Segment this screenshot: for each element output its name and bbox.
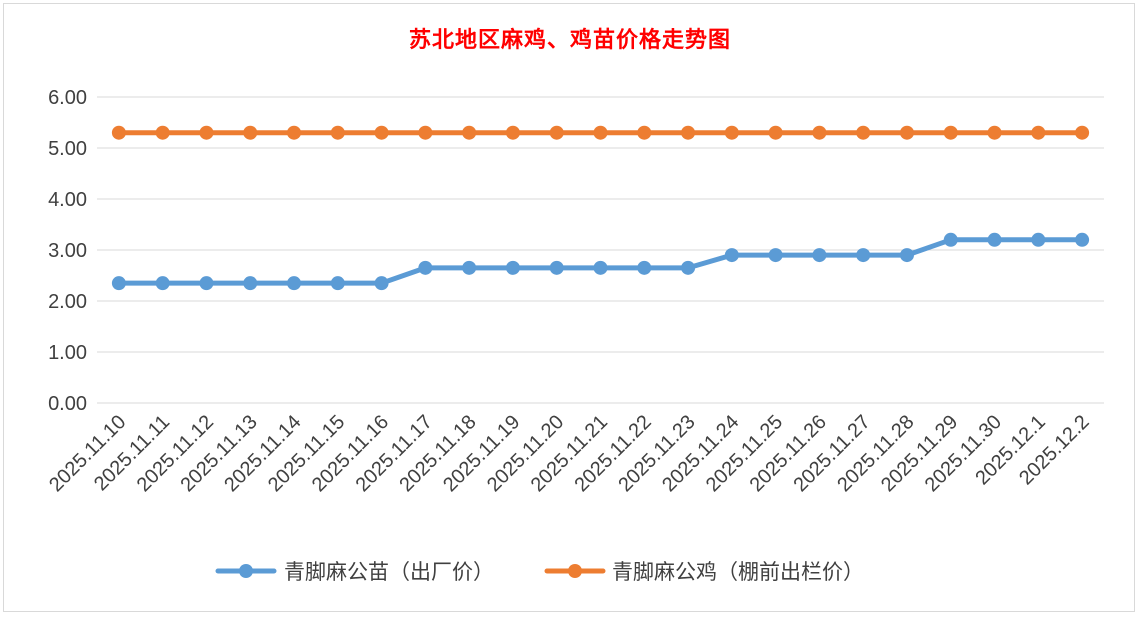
series-1-point xyxy=(987,232,1002,247)
series-1-point xyxy=(374,276,389,291)
series-1-point xyxy=(1075,232,1090,247)
series-2-point xyxy=(768,125,783,140)
legend-label: 青脚麻公苗（出厂价） xyxy=(284,560,494,584)
series-1-point xyxy=(287,276,302,291)
series-group xyxy=(111,125,1090,291)
series-2-point xyxy=(549,125,564,140)
series-2-point xyxy=(374,125,389,140)
series-1-point xyxy=(768,248,783,263)
series-2-point xyxy=(987,125,1002,140)
series-1-point xyxy=(681,260,696,275)
y-tick-label: 6.00 xyxy=(48,87,87,109)
grid-lines xyxy=(97,96,1104,404)
chart-frame xyxy=(3,3,1135,612)
y-tick-label: 4.00 xyxy=(48,189,87,211)
y-tick-label: 2.00 xyxy=(48,291,87,313)
series-2-point xyxy=(287,125,302,140)
legend-swatch-marker xyxy=(568,564,582,578)
series-1-point xyxy=(812,248,827,263)
y-tick-label: 1.00 xyxy=(48,342,87,364)
series-1-point xyxy=(856,248,871,263)
series-1-point xyxy=(505,260,520,275)
series-2-point xyxy=(899,125,914,140)
series-2-point xyxy=(1075,125,1090,140)
series-1-point xyxy=(724,248,739,263)
series-2-point xyxy=(330,125,345,140)
series-2-point xyxy=(111,125,126,140)
y-axis: 0.00 1.00 2.00 3.00 4.00 5.00 6.00 xyxy=(48,87,87,415)
series-1-point xyxy=(199,276,214,291)
series-2-point xyxy=(505,125,520,140)
series-1-point xyxy=(1031,232,1046,247)
series-2-point xyxy=(155,125,170,140)
legend-swatch-marker xyxy=(239,564,253,578)
series-1-point xyxy=(943,232,958,247)
series-2-point xyxy=(681,125,696,140)
series-1-point xyxy=(637,260,652,275)
series-2-point xyxy=(943,125,958,140)
series-2-point xyxy=(637,125,652,140)
series-1-point xyxy=(899,248,914,263)
series-2-point xyxy=(243,125,258,140)
series-1-point xyxy=(111,276,126,291)
series-2-point xyxy=(856,125,871,140)
series-1-point xyxy=(155,276,170,291)
series-2-point xyxy=(812,125,827,140)
y-tick-label: 0.00 xyxy=(48,393,87,415)
series-2-point xyxy=(418,125,433,140)
series-1-point xyxy=(243,276,258,291)
series-1-point xyxy=(593,260,608,275)
series-1-point xyxy=(549,260,564,275)
legend: 青脚麻公苗（出厂价） 青脚麻公鸡（棚前出栏价） xyxy=(215,560,864,584)
y-tick-label: 5.00 xyxy=(48,138,87,160)
series-2-point xyxy=(1031,125,1046,140)
legend-label: 青脚麻公鸡（棚前出栏价） xyxy=(612,560,864,584)
series-2-point xyxy=(593,125,608,140)
series-1-point xyxy=(418,260,433,275)
series-1-point xyxy=(462,260,477,275)
series-1-point xyxy=(330,276,345,291)
series-2-point xyxy=(462,125,477,140)
series-2-point xyxy=(199,125,214,140)
x-axis: 2025.11.102025.11.112025.11.122025.11.13… xyxy=(45,411,1094,496)
chart-title: 苏北地区麻鸡、鸡苗价格走势图 xyxy=(408,27,731,53)
series-2-point xyxy=(724,125,739,140)
y-tick-label: 3.00 xyxy=(48,240,87,262)
